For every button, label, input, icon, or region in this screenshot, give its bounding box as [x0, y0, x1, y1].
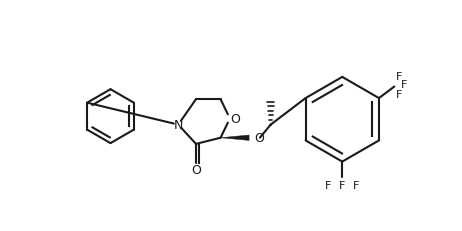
Polygon shape: [221, 135, 249, 141]
Text: F: F: [401, 80, 407, 90]
Text: F: F: [325, 180, 332, 190]
Text: F: F: [353, 180, 359, 190]
Text: N: N: [174, 119, 183, 132]
Text: F: F: [339, 180, 346, 190]
Text: O: O: [230, 112, 240, 125]
Text: F: F: [396, 90, 402, 100]
Text: O: O: [191, 163, 201, 176]
Text: O: O: [255, 132, 264, 145]
Text: F: F: [396, 71, 402, 81]
